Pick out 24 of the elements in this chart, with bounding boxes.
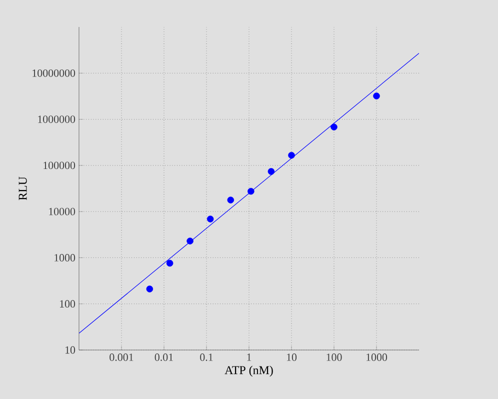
x-tick-label: 100 xyxy=(326,354,342,361)
point xyxy=(227,196,234,204)
y-tick-label: 10000 xyxy=(49,208,76,216)
point xyxy=(146,286,154,292)
point xyxy=(166,260,174,267)
point xyxy=(268,168,275,175)
x-tick-label: 1 xyxy=(247,354,252,361)
y-tick-label: 10 xyxy=(65,346,76,354)
y-tick-label: 1000 xyxy=(54,254,76,262)
x-tick-label: 0.01 xyxy=(154,354,173,361)
y-tick-label: 1000000 xyxy=(38,116,76,123)
y-tick-label: 100 xyxy=(60,300,76,308)
x-tick-label: 1000 xyxy=(366,354,388,361)
x-tick-label: 10 xyxy=(286,354,297,361)
x-tick-label: 0.001 xyxy=(110,354,134,361)
y-tick-label: 10000000 xyxy=(32,69,76,77)
y-axis-title: RLU xyxy=(18,176,27,200)
y-tick-label: 100000 xyxy=(44,162,76,170)
x-axis-title: ATP (nM) xyxy=(224,366,273,377)
x-tick-label: 0.1 xyxy=(200,354,213,361)
point xyxy=(288,152,295,159)
point xyxy=(186,238,194,244)
point xyxy=(248,188,254,195)
point xyxy=(206,216,214,222)
